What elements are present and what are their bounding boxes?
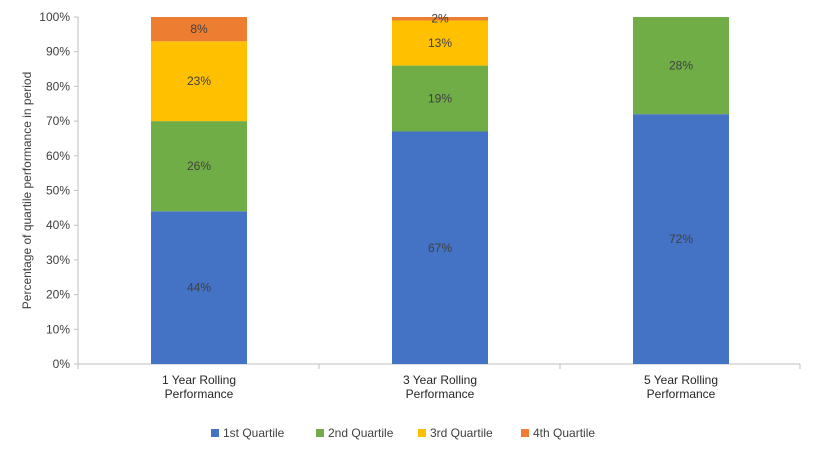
y-tick-label: 20%	[46, 288, 70, 302]
data-label: 26%	[187, 159, 211, 173]
y-tick-label: 10%	[46, 322, 70, 336]
y-tick-label: 40%	[46, 218, 70, 232]
legend-label: 4th Quartile	[533, 426, 595, 440]
data-label: 67%	[428, 241, 452, 255]
legend-label: 2nd Quartile	[328, 426, 394, 440]
y-tick-label: 50%	[46, 184, 70, 198]
bar-segment	[392, 20, 488, 66]
bar-segment	[151, 211, 247, 364]
y-tick-label: 0%	[53, 357, 71, 371]
y-tick-label: 80%	[46, 79, 70, 93]
bar-segment	[151, 17, 247, 42]
bar-segment	[151, 41, 247, 122]
data-label: 44%	[187, 281, 211, 295]
legend-label: 3rd Quartile	[430, 426, 493, 440]
data-label: 23%	[187, 74, 211, 88]
x-category-label: Performance	[406, 387, 475, 401]
x-category-label: Performance	[165, 387, 234, 401]
y-tick-label: 60%	[46, 149, 70, 163]
x-category-label: 1 Year Rolling	[162, 373, 236, 387]
y-tick-label: 100%	[39, 10, 70, 24]
bar-segment	[392, 17, 488, 21]
y-tick-label: 70%	[46, 114, 70, 128]
legend-swatch	[521, 429, 529, 437]
data-label: 72%	[669, 232, 693, 246]
data-label: 19%	[428, 92, 452, 106]
legend-label: 1st Quartile	[223, 426, 285, 440]
data-label: 2%	[431, 12, 449, 26]
bar-segment	[633, 114, 729, 364]
x-category-label: 5 Year Rolling	[644, 373, 718, 387]
x-category-label: 3 Year Rolling	[403, 373, 477, 387]
y-tick-label: 30%	[46, 253, 70, 267]
legend-swatch	[316, 429, 324, 437]
bar-segment	[151, 121, 247, 212]
legend-swatch	[418, 429, 426, 437]
y-axis-title: Percentage of quartile performance in pe…	[20, 72, 34, 309]
bar-segment	[633, 17, 729, 115]
data-label: 13%	[428, 36, 452, 50]
x-category-label: Performance	[647, 387, 716, 401]
y-tick-label: 90%	[46, 45, 70, 59]
data-label: 8%	[190, 22, 208, 36]
bar-segment	[392, 65, 488, 132]
data-label: 28%	[669, 59, 693, 73]
bar-segment	[392, 131, 488, 364]
legend-swatch	[211, 429, 219, 437]
